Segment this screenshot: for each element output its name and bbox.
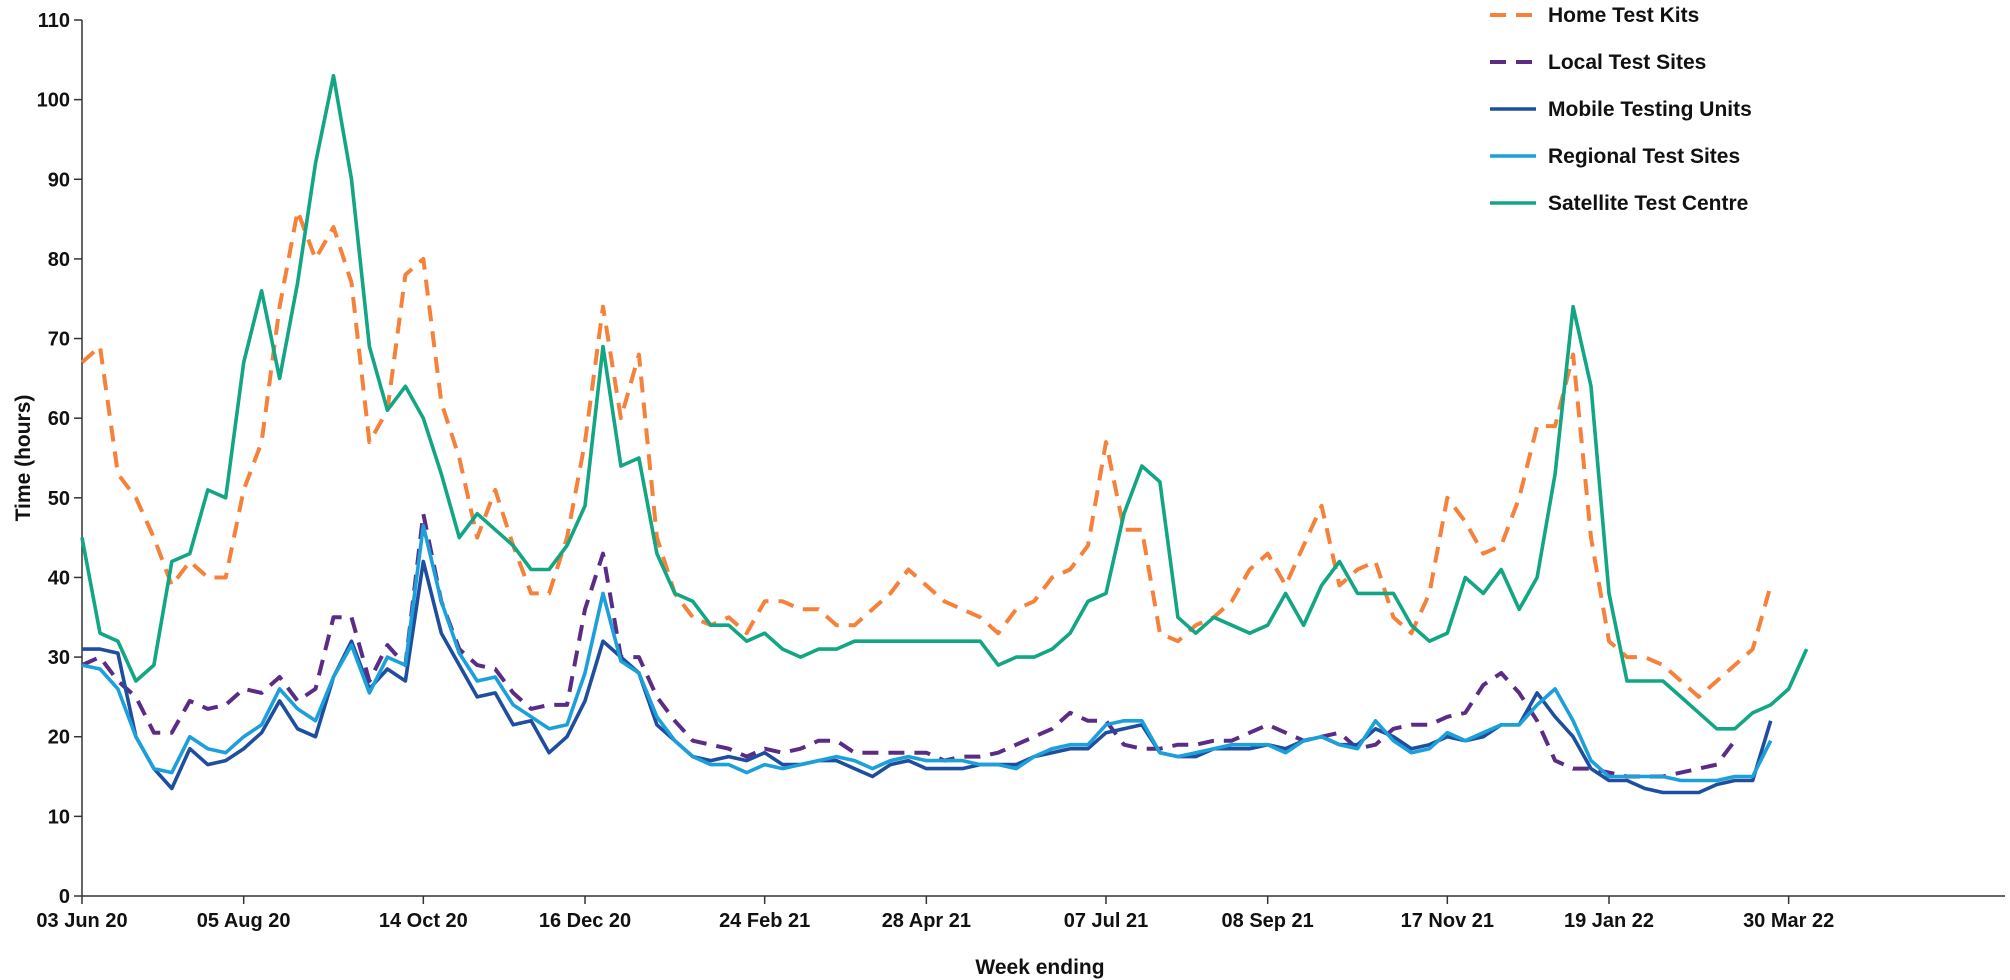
y-tick-label: 0 xyxy=(59,886,70,908)
legend-label: Satellite Test Centre xyxy=(1548,192,1748,215)
x-tick-label: 03 Jun 20 xyxy=(36,910,127,932)
legend-label: Regional Test Sites xyxy=(1548,145,1740,168)
y-tick-label: 10 xyxy=(48,806,70,828)
legend-label: Local Test Sites xyxy=(1548,51,1706,74)
y-tick-label: 20 xyxy=(48,727,70,749)
x-tick-label: 08 Sep 21 xyxy=(1222,910,1314,932)
legend: Home Test Kits Local Test Sites Mobile Tes… xyxy=(1490,4,1752,215)
series-lines xyxy=(80,73,1809,795)
y-tick-label: 100 xyxy=(37,90,70,112)
y-tick-label: 110 xyxy=(38,10,70,32)
x-ticks: 03 Jun 20 05 Aug 20 14 Oct 20 16 Dec 20 24 F… xyxy=(36,896,1834,932)
x-tick-label: 07 Jul 21 xyxy=(1064,910,1149,932)
y-axis-title: Time (hours) xyxy=(12,395,35,522)
y-tick-label: 90 xyxy=(48,169,70,191)
x-tick-label: 17 Nov 21 xyxy=(1401,910,1494,932)
series-line-home-test-kits xyxy=(80,209,1773,699)
series-line-satellite-test-centre xyxy=(80,73,1809,731)
x-axis-title: Week ending xyxy=(975,956,1104,979)
x-tick-label: 19 Jan 22 xyxy=(1564,910,1654,932)
y-tick-label: 70 xyxy=(48,329,70,351)
y-tick-label: 40 xyxy=(48,567,70,589)
axes: 0 10 20 30 40 50 60 70 80 90 100 110 03 Jun 20 05 Au… xyxy=(12,10,2005,979)
y-tick-label: 30 xyxy=(48,647,70,669)
y-ticks: 0 10 20 30 40 50 60 70 80 90 100 110 xyxy=(37,10,82,908)
y-tick-label: 80 xyxy=(48,249,70,271)
x-tick-label: 24 Feb 21 xyxy=(719,910,810,932)
y-tick-label: 50 xyxy=(48,488,70,510)
y-tick-label: 60 xyxy=(48,408,70,430)
x-tick-label: 28 Apr 21 xyxy=(882,910,971,932)
legend-label: Mobile Testing Units xyxy=(1548,98,1752,121)
x-tick-label: 14 Oct 20 xyxy=(379,910,468,932)
series-line-regional-test-sites xyxy=(81,523,1773,783)
x-tick-label: 16 Dec 20 xyxy=(539,910,631,932)
x-tick-label: 30 Mar 22 xyxy=(1743,910,1834,932)
legend-label: Home Test Kits xyxy=(1548,4,1699,27)
x-tick-label: 05 Aug 20 xyxy=(197,910,291,932)
